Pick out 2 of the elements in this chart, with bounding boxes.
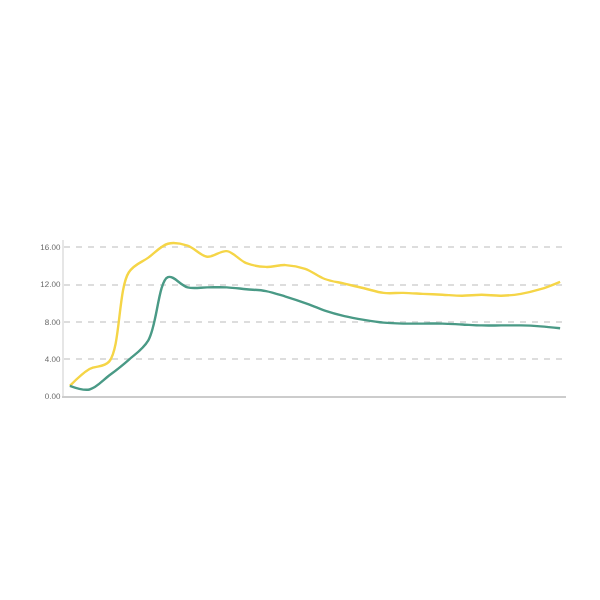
line-series <box>68 275 562 391</box>
line-series <box>68 241 562 387</box>
